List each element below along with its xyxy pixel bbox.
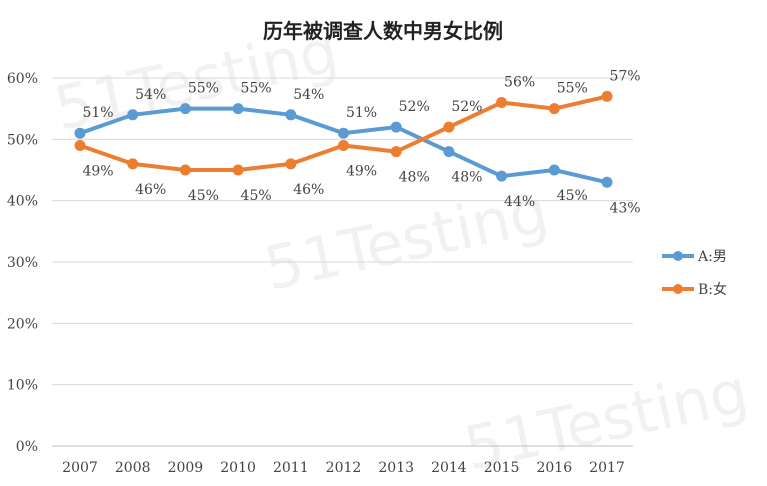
x-tick-label: 2015 bbox=[484, 460, 520, 476]
data-point bbox=[74, 127, 86, 139]
data-point bbox=[338, 127, 349, 139]
data-point bbox=[548, 164, 560, 176]
x-tick-label: 2009 bbox=[168, 460, 204, 476]
data-label: 46% bbox=[135, 182, 166, 198]
data-point bbox=[496, 97, 508, 109]
x-tick-label: 2011 bbox=[273, 460, 309, 476]
data-point bbox=[443, 146, 455, 158]
data-point bbox=[127, 158, 139, 170]
y-tick-label: 10% bbox=[7, 378, 38, 394]
x-tick-label: 2010 bbox=[220, 460, 256, 476]
x-tick-label: 2007 bbox=[62, 460, 98, 476]
data-label: 55% bbox=[241, 81, 272, 97]
data-point bbox=[285, 109, 297, 121]
data-label: 55% bbox=[188, 81, 219, 97]
data-point bbox=[390, 146, 402, 158]
data-point bbox=[548, 103, 560, 115]
data-point bbox=[179, 164, 191, 176]
chart-title: 历年被调查人数中男女比例 bbox=[263, 19, 503, 43]
data-label: 49% bbox=[346, 163, 377, 179]
y-tick-label: 40% bbox=[7, 194, 38, 210]
data-label: 45% bbox=[241, 188, 272, 204]
x-tick-label: 2014 bbox=[431, 460, 467, 476]
data-label: 52% bbox=[399, 99, 430, 115]
data-label: 44% bbox=[504, 194, 535, 210]
data-label: 55% bbox=[557, 81, 588, 97]
data-label: 54% bbox=[135, 87, 166, 103]
data-point bbox=[232, 164, 244, 176]
legend-label: B:女 bbox=[698, 281, 727, 298]
data-point bbox=[390, 121, 402, 133]
x-tick-label: 2016 bbox=[536, 460, 572, 476]
x-tick-label: 2013 bbox=[378, 460, 414, 476]
data-point bbox=[74, 139, 86, 151]
y-tick-label: 20% bbox=[7, 316, 38, 332]
data-label: 48% bbox=[451, 170, 482, 186]
legend-marker bbox=[673, 251, 683, 261]
data-point bbox=[127, 109, 139, 121]
data-label: 45% bbox=[188, 188, 219, 204]
data-label: 56% bbox=[504, 75, 535, 91]
data-point bbox=[285, 158, 297, 170]
data-label: 57% bbox=[609, 68, 640, 84]
y-tick-label: 60% bbox=[7, 71, 38, 87]
data-point bbox=[179, 103, 191, 115]
data-label: 54% bbox=[293, 87, 324, 103]
legend-marker bbox=[673, 284, 683, 294]
data-label: 51% bbox=[346, 105, 377, 121]
data-point bbox=[443, 121, 455, 133]
x-tick-label: 2017 bbox=[589, 460, 625, 476]
data-point bbox=[232, 103, 244, 115]
x-tick-label: 2012 bbox=[326, 460, 362, 476]
data-label: 52% bbox=[451, 99, 482, 115]
data-point bbox=[338, 139, 349, 151]
y-tick-label: 30% bbox=[7, 255, 38, 271]
x-tick-label: 2008 bbox=[115, 460, 151, 476]
data-label: 49% bbox=[82, 163, 113, 179]
y-tick-label: 0% bbox=[16, 439, 38, 455]
data-label: 51% bbox=[82, 105, 113, 121]
data-point bbox=[496, 170, 508, 182]
legend-label: A:男 bbox=[697, 249, 727, 265]
data-label: 45% bbox=[557, 188, 588, 204]
data-point bbox=[601, 176, 613, 188]
data-label: 46% bbox=[293, 182, 324, 198]
data-label: 48% bbox=[399, 170, 430, 186]
y-tick-label: 50% bbox=[7, 132, 38, 148]
data-point bbox=[601, 90, 613, 102]
data-label: 43% bbox=[609, 200, 640, 216]
